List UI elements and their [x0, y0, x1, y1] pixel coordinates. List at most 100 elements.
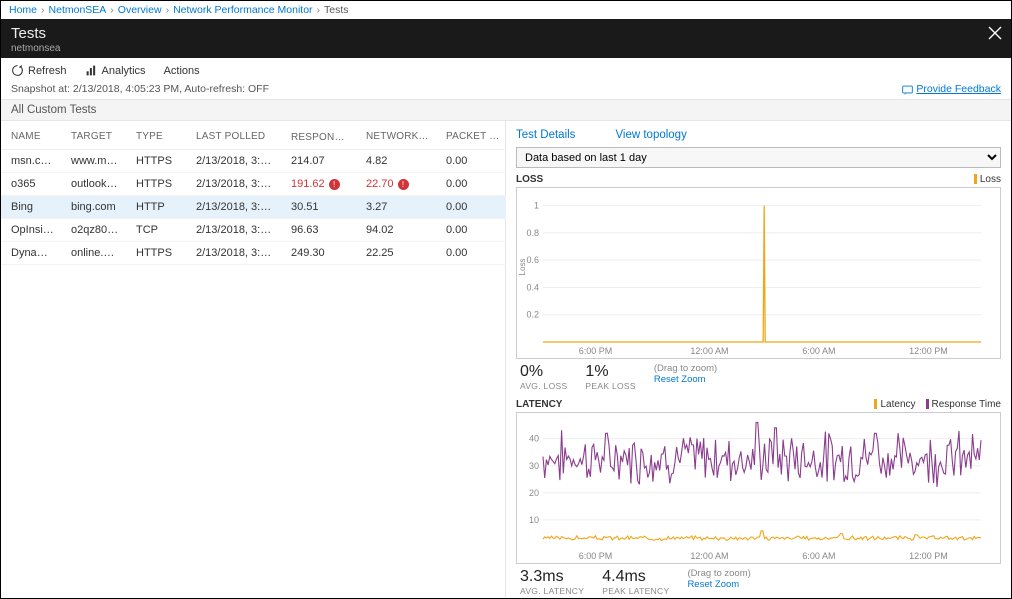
breadcrumb-item[interactable]: NetmonSEA [49, 4, 107, 16]
close-icon[interactable] [987, 25, 1003, 41]
table-cell: 0.00 [436, 196, 506, 219]
toolbar: Refresh Analytics Actions [1, 58, 1011, 81]
table-cell: 3.27 [356, 196, 436, 219]
table-cell: Dynamics1 [1, 242, 61, 265]
svg-text:40: 40 [529, 434, 539, 444]
column-header[interactable]: NETWORK LATE... [356, 121, 436, 150]
tab-test-details[interactable]: Test Details [516, 129, 575, 141]
column-header[interactable]: NAME [1, 121, 61, 150]
table-cell: 22.25 [356, 242, 436, 265]
svg-text:0.4: 0.4 [526, 282, 539, 292]
legend-swatch [974, 174, 977, 184]
latency-avg-label: AVG. LATENCY [520, 586, 584, 596]
svg-text:6:00 AM: 6:00 AM [802, 346, 835, 356]
snapshot-bar: Snapshot at: 2/13/2018, 4:05:23 PM, Auto… [1, 81, 1011, 99]
tests-table-panel: NAMETARGETTYPELAST POLLEDRESPONSE TIM...… [1, 121, 506, 598]
alert-icon: ! [329, 179, 340, 190]
svg-text:Loss: Loss [518, 259, 527, 276]
refresh-button[interactable]: Refresh [11, 64, 67, 77]
column-header[interactable]: TARGET [61, 121, 126, 150]
legend-item: Loss [974, 174, 1001, 185]
table-cell: 2/13/2018, 3:55:00 ... [186, 150, 281, 173]
table-cell: 4.82 [356, 150, 436, 173]
analytics-button[interactable]: Analytics [85, 64, 146, 77]
table-cell: online.dyn... [61, 242, 126, 265]
breadcrumb-item[interactable]: Network Performance Monitor [173, 4, 312, 16]
page-header: Tests netmonsea [1, 19, 1011, 58]
table-cell: HTTPS [126, 150, 186, 173]
svg-text:12:00 PM: 12:00 PM [909, 551, 948, 561]
table-cell: outlook.off... [61, 173, 126, 196]
table-cell: Bing [1, 196, 61, 219]
latency-avg-value: 3.3ms [520, 568, 584, 586]
legend-item: Latency [874, 399, 915, 410]
latency-peak-value: 4.4ms [602, 568, 669, 586]
table-row[interactable]: msn.comwww.msn.c...HTTPS2/13/2018, 3:55:… [1, 150, 506, 173]
table-cell: 2/13/2018, 3:55:00 ... [186, 219, 281, 242]
table-cell: 2/13/2018, 3:55:00 ... [186, 242, 281, 265]
actions-button[interactable]: Actions [164, 65, 200, 77]
breadcrumb-item[interactable]: Overview [118, 4, 162, 16]
table-cell: 191.62! [281, 173, 356, 196]
actions-label: Actions [164, 65, 200, 77]
breadcrumb-item: Tests [324, 4, 349, 16]
svg-text:1: 1 [534, 201, 539, 211]
loss-drag-hint: (Drag to zoom) [654, 363, 717, 374]
latency-chart[interactable]: 102030406:00 PM12:00 AM6:00 AM12:00 PM [516, 412, 1001, 564]
loss-legend: Loss [974, 174, 1001, 185]
svg-text:0.6: 0.6 [526, 255, 539, 265]
latency-reset-zoom[interactable]: Reset Zoom [687, 579, 750, 590]
page-title: Tests [11, 25, 1001, 42]
loss-chart[interactable]: 0.20.40.60.81Loss6:00 PM12:00 AM6:00 AM1… [516, 187, 1001, 359]
table-cell: bing.com [61, 196, 126, 219]
table-cell: 249.30 [281, 242, 356, 265]
latency-peak-label: PEAK LATENCY [602, 586, 669, 596]
svg-text:12:00 PM: 12:00 PM [909, 346, 948, 356]
refresh-icon [11, 64, 24, 77]
svg-text:30: 30 [529, 461, 539, 471]
table-cell: HTTPS [126, 173, 186, 196]
loss-reset-zoom[interactable]: Reset Zoom [654, 374, 717, 385]
breadcrumb-separator: › [110, 4, 114, 16]
table-cell: o2qz804af... [61, 219, 126, 242]
table-row[interactable]: Bingbing.comHTTP2/13/2018, 3:55:00 ...30… [1, 196, 506, 219]
tab-view-topology[interactable]: View topology [615, 129, 686, 141]
breadcrumb-item[interactable]: Home [9, 4, 37, 16]
alert-icon: ! [398, 179, 409, 190]
time-range-select[interactable]: Data based on last 1 day [516, 147, 1001, 168]
column-header[interactable]: PACKET LOSS (%) [436, 121, 506, 150]
table-cell: 0.00 [436, 150, 506, 173]
column-header[interactable]: LAST POLLED [186, 121, 281, 150]
loss-peak-value: 1% [585, 363, 635, 381]
table-cell: www.msn.c... [61, 150, 126, 173]
snapshot-text: Snapshot at: 2/13/2018, 4:05:23 PM, Auto… [11, 83, 269, 95]
legend-item: Response Time [926, 399, 1001, 410]
table-cell: OpInsights... [1, 219, 61, 242]
column-header[interactable]: TYPE [126, 121, 186, 150]
table-cell: o365 [1, 173, 61, 196]
feedback-link[interactable]: Provide Feedback [902, 83, 1001, 95]
latency-chart-section: LATENCY LatencyResponse Time 102030406:0… [516, 399, 1001, 598]
table-row[interactable]: o365outlook.off...HTTPS2/13/2018, 3:50:0… [1, 173, 506, 196]
table-row[interactable]: OpInsights...o2qz804af...TCP2/13/2018, 3… [1, 219, 506, 242]
breadcrumb: Home›NetmonSEA›Overview›Network Performa… [1, 1, 1011, 19]
loss-chart-title: LOSS [516, 174, 543, 185]
svg-text:0.2: 0.2 [526, 310, 539, 320]
table-cell: 22.70! [356, 173, 436, 196]
table-cell: 2/13/2018, 3:50:00 ... [186, 173, 281, 196]
breadcrumb-separator: › [41, 4, 45, 16]
tests-table: NAMETARGETTYPELAST POLLEDRESPONSE TIM...… [1, 121, 506, 265]
analytics-label: Analytics [102, 65, 146, 77]
legend-swatch [874, 399, 877, 409]
loss-avg-label: AVG. LOSS [520, 381, 567, 391]
table-row[interactable]: Dynamics1online.dyn...HTTPS2/13/2018, 3:… [1, 242, 506, 265]
table-cell: HTTP [126, 196, 186, 219]
feedback-label: Provide Feedback [916, 83, 1001, 95]
svg-text:6:00 PM: 6:00 PM [579, 346, 613, 356]
table-cell: 0.00 [436, 242, 506, 265]
loss-chart-section: LOSS Loss 0.20.40.60.81Loss6:00 PM12:00 … [516, 174, 1001, 393]
column-header[interactable]: RESPONSE TIM...↓ [281, 121, 356, 150]
legend-swatch [926, 399, 929, 409]
svg-text:6:00 PM: 6:00 PM [579, 551, 613, 561]
svg-text:20: 20 [529, 488, 539, 498]
